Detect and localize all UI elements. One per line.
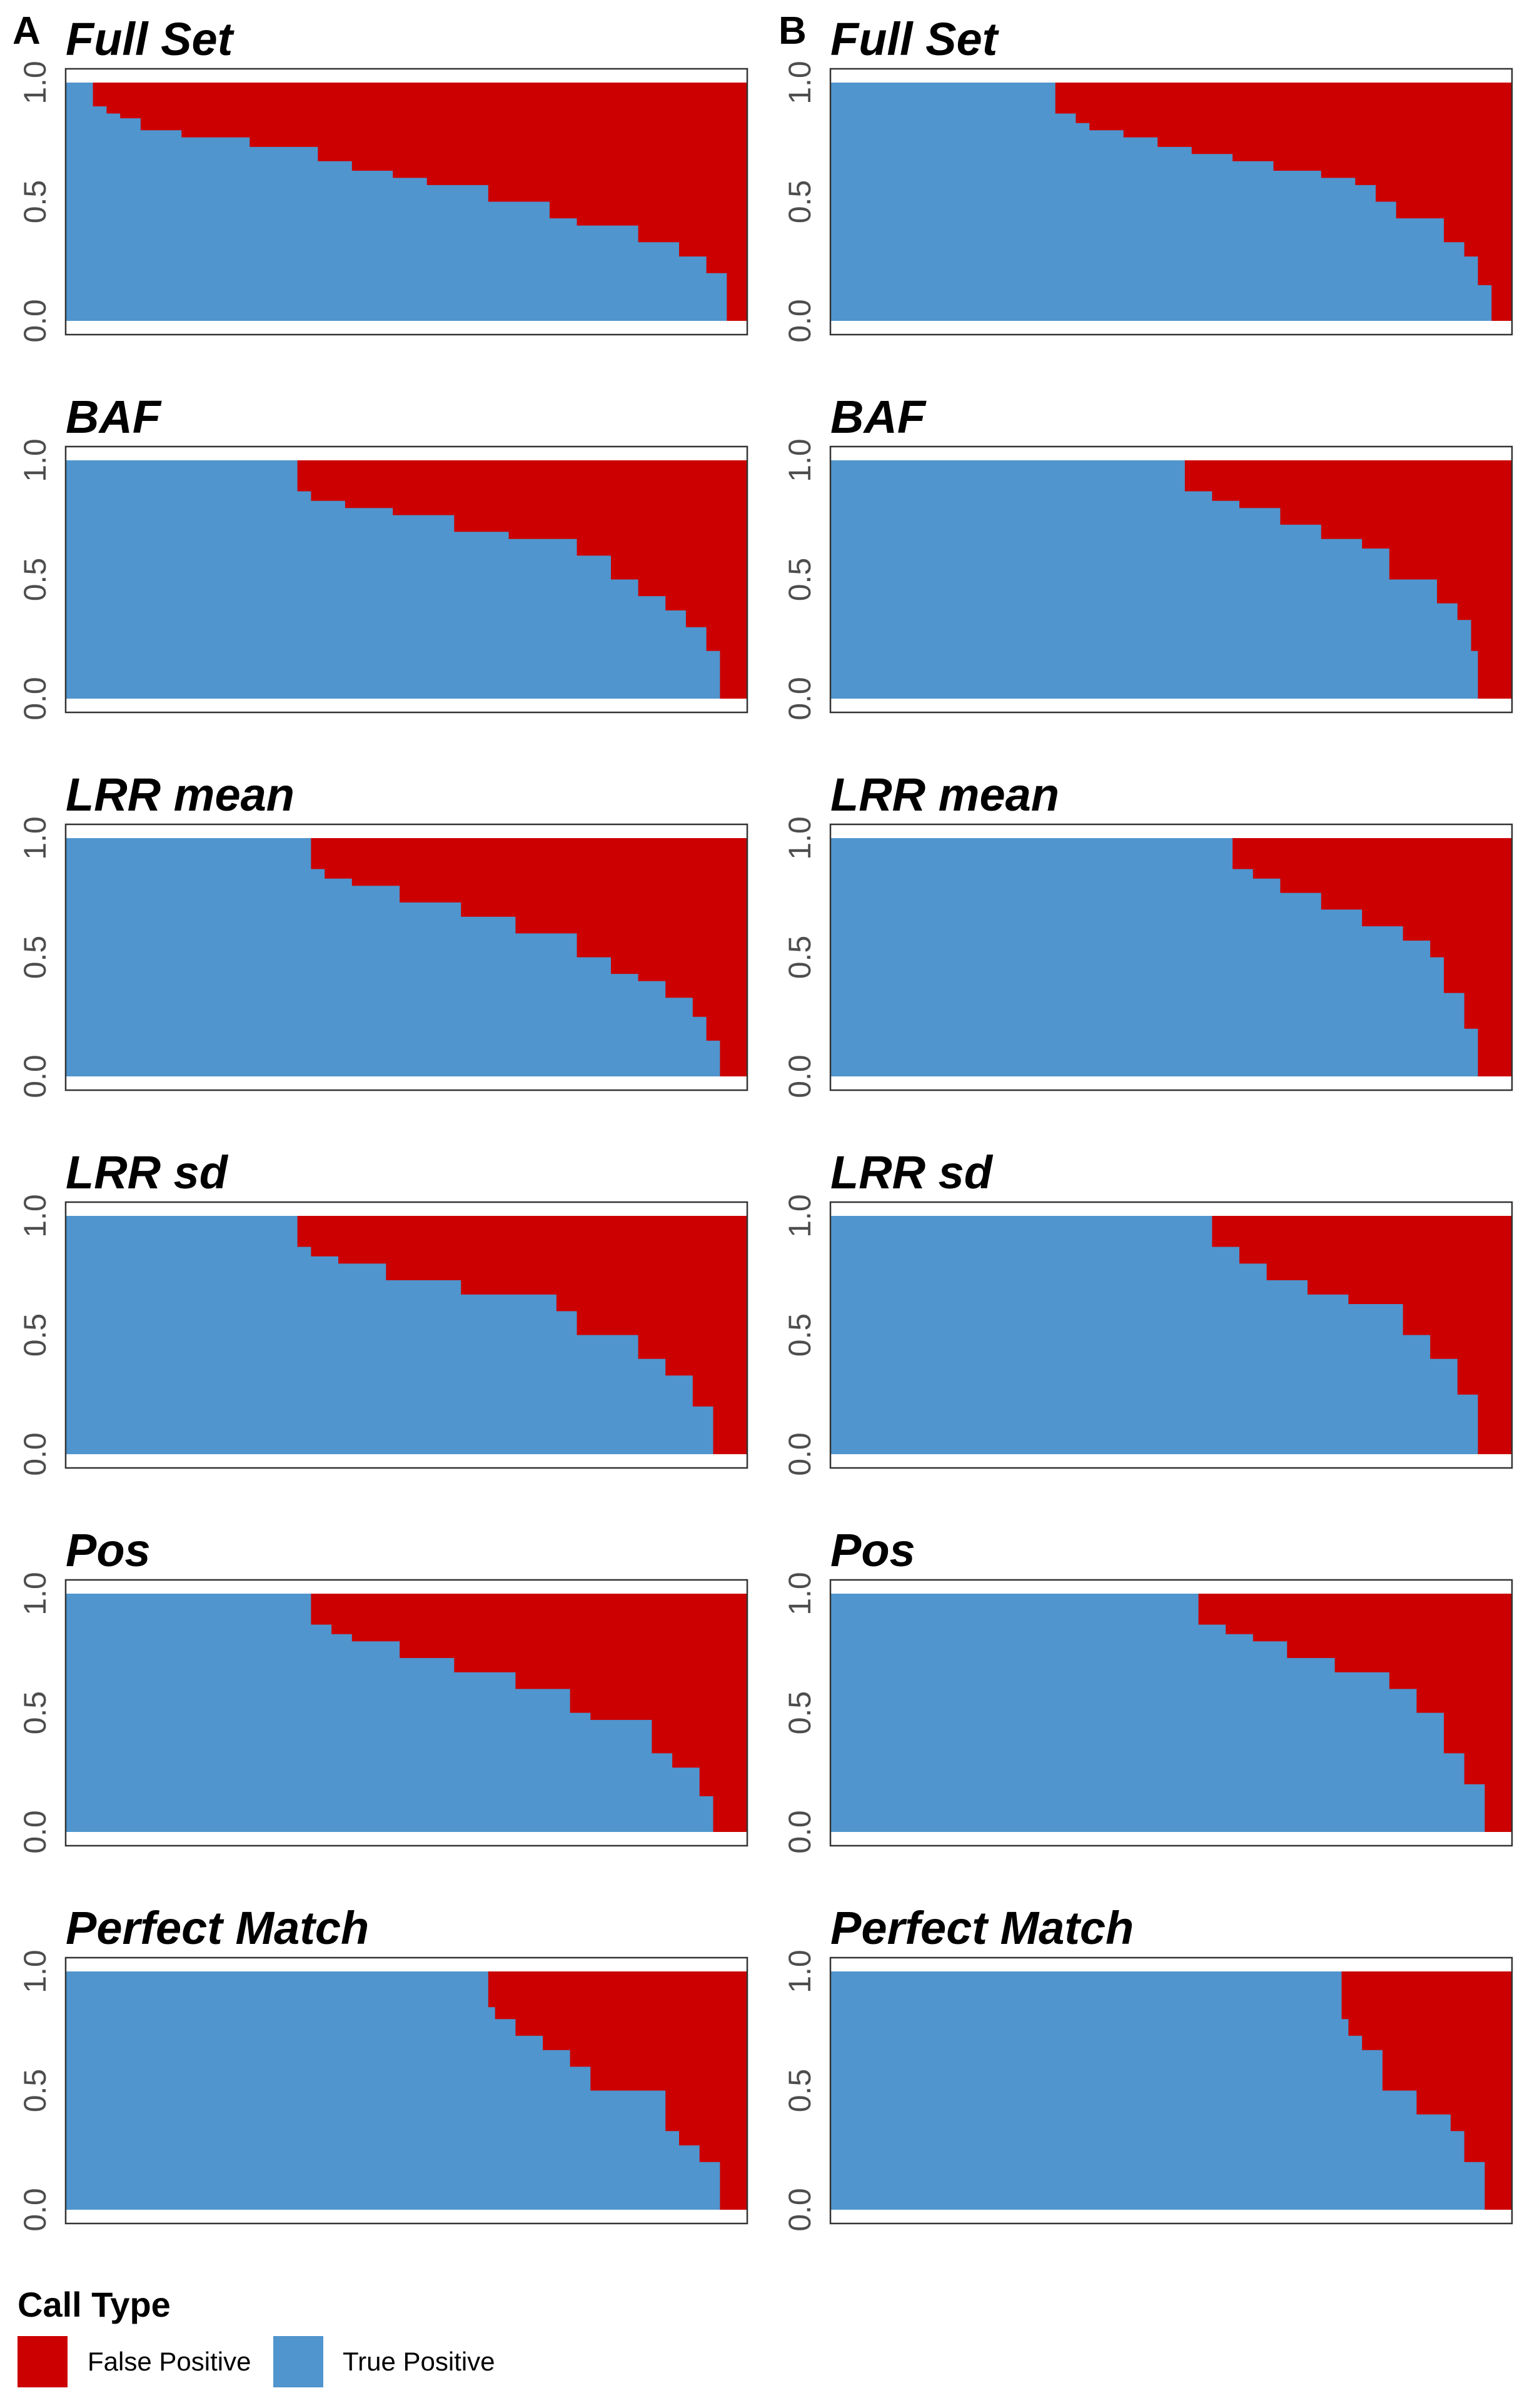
- panel-frame-b-pos: [829, 1579, 1513, 1847]
- panel-title-a-full-set: Full Set: [66, 13, 235, 65]
- panel-a-baf: BAF 0.0 0.5 1.0: [18, 391, 748, 721]
- panel-frame-b-lrr-mean: [829, 823, 1513, 1091]
- y-tick-label-b-perfect-match-2: 1.0: [782, 1950, 817, 1993]
- y-tick-label-b-lrr-mean-1: 0.5: [782, 936, 817, 979]
- panel-title-b-baf: BAF: [830, 391, 927, 443]
- panel-title-b-full-set: Full Set: [830, 13, 1000, 65]
- legend-label-false-positive: False Positive: [88, 2347, 251, 2376]
- panel-frame-a-full-set: [64, 68, 748, 336]
- y-tick-label-b-full-set-2: 1.0: [782, 61, 817, 104]
- legend-label-true-positive: True Positive: [343, 2347, 495, 2376]
- y-tick-label-a-lrr-mean-1: 0.5: [18, 936, 53, 979]
- panel-title-b-lrr-mean: LRR mean: [830, 769, 1059, 821]
- panel-frame-b-full-set: [829, 68, 1513, 336]
- true-positive-area-a-perfect-match: [66, 1971, 720, 2210]
- y-tick-label-b-pos-1: 0.5: [782, 1691, 817, 1735]
- panel-b-lrr-sd: LRR sd 0.0 0.5 1.0: [782, 1146, 1513, 1476]
- panel-frame-b-baf: [829, 445, 1513, 714]
- y-tick-label-a-full-set-0: 0.0: [18, 299, 53, 343]
- y-tick-label-a-perfect-match-1: 0.5: [18, 2069, 53, 2113]
- panel-title-a-baf: BAF: [66, 391, 162, 443]
- y-tick-label-b-baf-2: 1.0: [782, 438, 817, 482]
- true-positive-area-a-pos: [66, 1594, 713, 1832]
- y-tick-label-b-lrr-sd-0: 0.0: [782, 1432, 817, 1476]
- panel-b-baf: BAF 0.0 0.5 1.0: [782, 391, 1513, 721]
- true-positive-area-a-full-set: [66, 83, 727, 321]
- panel-title-a-lrr-mean: LRR mean: [66, 769, 295, 821]
- y-tick-label-b-lrr-sd-1: 0.5: [782, 1313, 817, 1357]
- panel-frame-a-lrr-sd: [64, 1201, 748, 1469]
- panel-b-pos: Pos 0.0 0.5 1.0: [782, 1524, 1513, 1854]
- panel-a-lrr-sd: LRR sd 0.0 0.5 1.0: [18, 1146, 748, 1476]
- panel-a-full-set: Full Set 0.0 0.5 1.0: [18, 13, 748, 343]
- panel-a-lrr-mean: LRR mean 0.0 0.5 1.0: [18, 769, 748, 1098]
- y-tick-label-b-lrr-mean-0: 0.0: [782, 1055, 817, 1098]
- panel-title-a-pos: Pos: [66, 1524, 151, 1576]
- true-positive-area-b-pos: [830, 1594, 1485, 1832]
- y-tick-label-b-lrr-mean-2: 1.0: [782, 816, 817, 860]
- y-tick-label-b-pos-2: 1.0: [782, 1572, 817, 1616]
- y-tick-label-b-full-set-0: 0.0: [782, 299, 817, 343]
- true-positive-area-b-baf: [830, 460, 1478, 699]
- panel-a-pos: Pos 0.0 0.5 1.0: [18, 1524, 748, 1854]
- panel-letter-a: A: [13, 9, 41, 53]
- y-tick-label-a-baf-1: 0.5: [18, 558, 53, 602]
- y-tick-label-a-lrr-mean-2: 1.0: [18, 816, 53, 860]
- panels: Full Set 0.0 0.5 1.0 Full Set 0.0 0.5 1.0 BAF 0.0…: [18, 13, 1513, 2232]
- y-tick-label-a-pos-0: 0.0: [18, 1810, 53, 1854]
- y-tick-label-a-baf-2: 1.0: [18, 438, 53, 482]
- legend: Call Type False Positive True Positive: [18, 2285, 495, 2387]
- panel-frame-a-pos: [64, 1579, 748, 1847]
- panel-title-b-pos: Pos: [830, 1524, 915, 1576]
- y-tick-label-a-lrr-sd-0: 0.0: [18, 1432, 53, 1476]
- y-tick-label-b-lrr-sd-2: 1.0: [782, 1194, 817, 1238]
- true-positive-area-b-lrr-mean: [830, 838, 1478, 1076]
- panel-b-lrr-mean: LRR mean 0.0 0.5 1.0: [782, 769, 1513, 1098]
- true-positive-area-a-lrr-sd: [66, 1216, 713, 1454]
- y-tick-label-a-perfect-match-2: 1.0: [18, 1950, 53, 1993]
- y-tick-label-b-baf-1: 0.5: [782, 558, 817, 602]
- y-tick-label-a-lrr-sd-2: 1.0: [18, 1194, 53, 1238]
- panel-title-a-perfect-match: Perfect Match: [66, 1902, 369, 1954]
- legend-swatch-true-positive: [273, 2336, 323, 2387]
- y-tick-label-b-full-set-1: 0.5: [782, 180, 817, 224]
- y-tick-label-a-perfect-match-0: 0.0: [18, 2188, 53, 2232]
- true-positive-area-b-lrr-sd: [830, 1216, 1478, 1454]
- panel-frame-a-lrr-mean: [64, 823, 748, 1091]
- y-tick-label-a-full-set-1: 0.5: [18, 180, 53, 224]
- y-tick-label-a-pos-1: 0.5: [18, 1691, 53, 1735]
- panel-frame-b-lrr-sd: [829, 1201, 1513, 1469]
- panel-title-b-lrr-sd: LRR sd: [830, 1146, 994, 1198]
- true-positive-area-a-baf: [66, 460, 720, 699]
- panel-b-perfect-match: Perfect Match 0.0 0.5 1.0: [782, 1902, 1513, 2232]
- true-positive-area-b-full-set: [830, 83, 1492, 321]
- y-tick-label-b-baf-0: 0.0: [782, 677, 817, 721]
- true-positive-area-b-perfect-match: [830, 1971, 1485, 2210]
- y-tick-label-a-full-set-2: 1.0: [18, 61, 53, 104]
- y-tick-label-a-lrr-mean-0: 0.0: [18, 1055, 53, 1098]
- panel-frame-a-perfect-match: [64, 1956, 748, 2225]
- y-tick-label-a-lrr-sd-1: 0.5: [18, 1313, 53, 1357]
- panel-title-a-lrr-sd: LRR sd: [66, 1146, 229, 1198]
- legend-title: Call Type: [18, 2285, 171, 2324]
- panel-frame-b-perfect-match: [829, 1956, 1513, 2225]
- panel-frame-a-baf: [64, 445, 748, 714]
- panel-b-full-set: Full Set 0.0 0.5 1.0: [782, 13, 1513, 343]
- panel-letter-b: B: [779, 9, 807, 53]
- panel-a-perfect-match: Perfect Match 0.0 0.5 1.0: [18, 1902, 748, 2232]
- y-tick-label-b-pos-0: 0.0: [782, 1810, 817, 1854]
- y-tick-label-b-perfect-match-1: 0.5: [782, 2069, 817, 2113]
- legend-swatch-false-positive: [18, 2336, 68, 2387]
- y-tick-label-b-perfect-match-0: 0.0: [782, 2188, 817, 2232]
- true-positive-area-a-lrr-mean: [66, 838, 720, 1076]
- panel-title-b-perfect-match: Perfect Match: [830, 1902, 1134, 1954]
- y-tick-label-a-baf-0: 0.0: [18, 677, 53, 721]
- y-tick-label-a-pos-2: 1.0: [18, 1572, 53, 1616]
